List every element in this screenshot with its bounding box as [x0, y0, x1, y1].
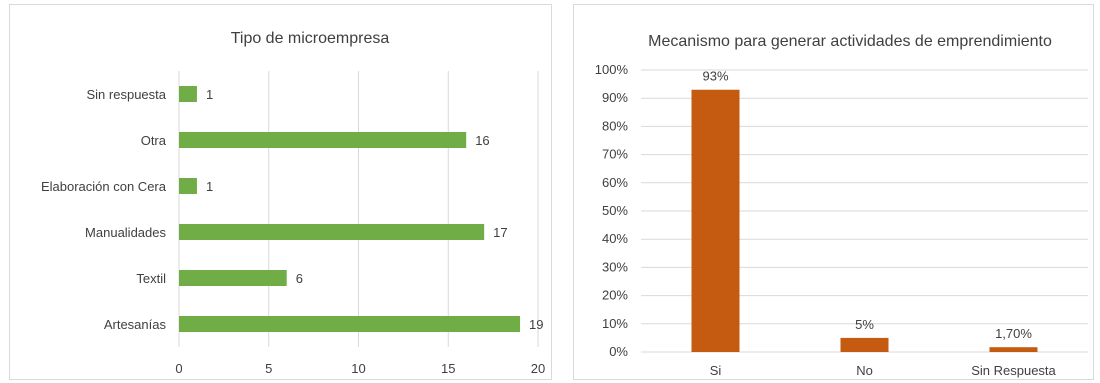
bar	[179, 224, 485, 240]
y-tick-label: 30%	[602, 259, 628, 274]
x-category-label: Si	[710, 363, 722, 378]
y-tick-label: 70%	[602, 147, 628, 162]
data-label: 5%	[855, 317, 874, 332]
y-tick-label: 90%	[602, 90, 628, 105]
x-tick-label: 10	[351, 361, 365, 376]
data-label: 16	[475, 133, 489, 148]
bar	[179, 86, 197, 102]
data-label: 6	[296, 271, 303, 286]
x-tick-label: 15	[441, 361, 455, 376]
column-chart-mecanismo: Mecanismo para generar actividades de em…	[595, 33, 1088, 378]
data-label: 1	[206, 179, 213, 194]
x-category-label: Sin Respuesta	[971, 363, 1056, 378]
data-label: 1	[206, 87, 213, 102]
chart-panel-microempresa: Tipo de microempresa Sin respuesta Otra El…	[9, 4, 552, 380]
x-tick-label: 5	[265, 361, 272, 376]
chart-title: Mecanismo para generar actividades de em…	[648, 33, 1052, 50]
y-tick-label: 60%	[602, 175, 628, 190]
bar	[179, 316, 521, 332]
bar	[840, 337, 889, 352]
bar-chart-microempresa: Tipo de microempresa Sin respuesta Otra El…	[41, 30, 545, 376]
x-category-label: No	[856, 363, 873, 378]
y-category-label: Manualidades	[85, 225, 166, 240]
bar	[989, 347, 1038, 352]
y-tick-label: 20%	[602, 288, 628, 303]
bar	[179, 270, 287, 286]
y-tick-label: 80%	[602, 118, 628, 133]
x-tick-label: 20	[531, 361, 545, 376]
chart-title: Tipo de microempresa	[231, 30, 390, 47]
data-label: 17	[493, 225, 507, 240]
y-category-label: Textil	[136, 271, 166, 286]
y-category-label: Elaboración con Cera	[41, 179, 167, 194]
y-category-label: Otra	[141, 133, 167, 148]
y-tick-label: 50%	[602, 203, 628, 218]
y-category-label: Artesanías	[104, 317, 167, 332]
chart-panel-mecanismo: Mecanismo para generar actividades de em…	[573, 4, 1094, 380]
x-tick-label: 0	[175, 361, 182, 376]
bar	[179, 178, 197, 194]
y-category-label: Sin respuesta	[87, 87, 167, 102]
y-tick-label: 100%	[595, 62, 629, 77]
bar	[691, 89, 740, 353]
bar	[179, 132, 467, 148]
data-label: 1,70%	[995, 326, 1032, 341]
data-label: 93%	[702, 69, 728, 84]
y-tick-label: 10%	[602, 316, 628, 331]
data-label: 19	[529, 317, 543, 332]
y-tick-label: 0%	[609, 344, 628, 359]
y-tick-label: 40%	[602, 231, 628, 246]
